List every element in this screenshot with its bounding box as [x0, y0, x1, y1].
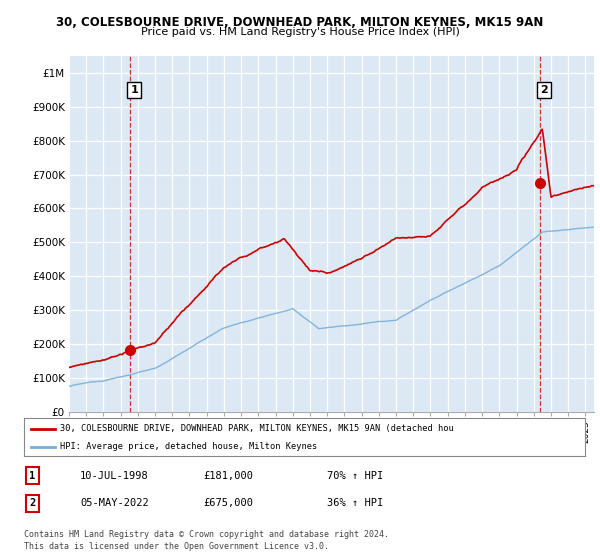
Text: £675,000: £675,000 [203, 498, 254, 508]
Text: 1: 1 [29, 470, 35, 480]
Text: 30, COLESBOURNE DRIVE, DOWNHEAD PARK, MILTON KEYNES, MK15 9AN (detached hou: 30, COLESBOURNE DRIVE, DOWNHEAD PARK, MI… [61, 424, 454, 433]
Text: 2: 2 [29, 498, 35, 508]
Text: 05-MAY-2022: 05-MAY-2022 [80, 498, 149, 508]
Text: £181,000: £181,000 [203, 470, 254, 480]
Text: Price paid vs. HM Land Registry's House Price Index (HPI): Price paid vs. HM Land Registry's House … [140, 27, 460, 37]
Text: 10-JUL-1998: 10-JUL-1998 [80, 470, 149, 480]
Text: 2: 2 [540, 85, 548, 95]
Text: Contains HM Land Registry data © Crown copyright and database right 2024.: Contains HM Land Registry data © Crown c… [24, 530, 389, 539]
Text: This data is licensed under the Open Government Licence v3.0.: This data is licensed under the Open Gov… [24, 542, 329, 550]
Text: HPI: Average price, detached house, Milton Keynes: HPI: Average price, detached house, Milt… [61, 442, 318, 451]
Text: 30, COLESBOURNE DRIVE, DOWNHEAD PARK, MILTON KEYNES, MK15 9AN: 30, COLESBOURNE DRIVE, DOWNHEAD PARK, MI… [56, 16, 544, 29]
Text: 1: 1 [130, 85, 138, 95]
Text: 70% ↑ HPI: 70% ↑ HPI [327, 470, 383, 480]
Text: 36% ↑ HPI: 36% ↑ HPI [327, 498, 383, 508]
